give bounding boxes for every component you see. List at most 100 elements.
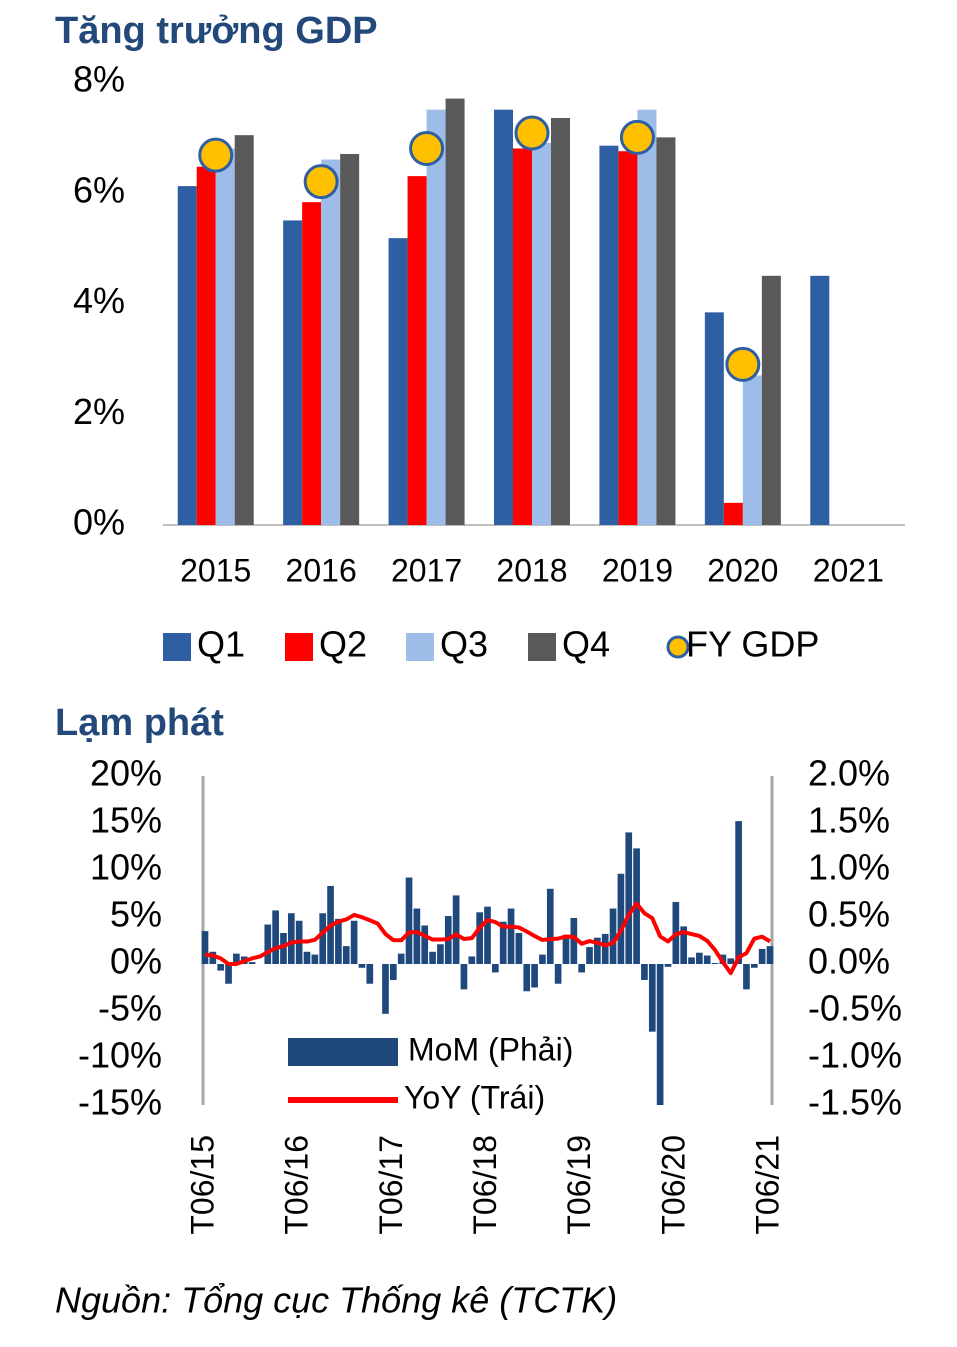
bar [532,142,551,525]
bar [648,964,656,1032]
bar [656,964,664,1105]
bar [696,952,703,964]
bar [578,964,586,973]
bar [562,934,570,964]
bar [492,964,499,973]
line [204,901,772,976]
x-tick-label: 2021 [813,552,884,588]
bar [272,910,279,964]
bar [429,951,436,964]
legend-label: Q4 [562,624,610,665]
bar [234,135,254,525]
y2-tick-label: 1.5% [808,800,890,841]
x-tick-label: 2017 [391,552,462,588]
x-tick-label: 2020 [707,552,778,588]
bar [594,937,601,964]
y-tick-label: 15% [90,800,162,841]
bar [599,145,619,525]
y-tick-label: 0% [73,502,125,543]
bar [389,964,397,980]
bar [426,109,446,525]
bar [421,925,429,964]
y-tick-label: 8% [73,59,125,100]
legend-label: YoY (Trái) [404,1079,545,1115]
bar [656,137,676,525]
x-tick-label: 2015 [180,552,251,588]
chart-title: Tăng trưởng GDP [55,10,378,52]
x-tick-label: T06/19 [561,1135,597,1235]
bar [397,953,405,964]
bar [405,877,413,964]
bar [625,832,633,964]
y-tick-label: 5% [110,894,162,935]
y-tick-label: 10% [90,847,162,888]
bar [201,931,209,964]
x-tick-label: T06/17 [373,1135,409,1235]
bar [302,202,322,525]
bar [319,913,327,964]
bar [468,956,476,964]
bar [546,888,554,964]
bar [499,921,507,964]
bar [350,920,358,964]
bar [248,962,256,964]
bar [388,238,408,525]
bar [494,109,513,525]
y2-tick-label: 0.5% [808,894,890,935]
bar [507,908,515,964]
legend-label: MoM (Phải) [408,1031,573,1067]
marker [409,130,445,166]
bar [484,906,491,964]
legend-swatch [406,633,434,661]
y2-tick-label: 0.0% [808,941,890,982]
bar [283,220,303,525]
legend-swatch [285,633,313,661]
bar [703,955,711,964]
bar [280,932,287,964]
bar [761,275,781,525]
bar [617,873,625,964]
bar [554,964,562,984]
bar [539,954,546,964]
bar [743,964,750,990]
x-tick-label: T06/20 [655,1135,691,1235]
y2-tick-label: -0.5% [808,988,902,1029]
y-tick-label: -15% [78,1082,162,1123]
marker [619,119,655,155]
bar [407,176,427,525]
x-tick-label: 2019 [602,552,673,588]
bar [766,946,774,964]
bar [321,159,341,525]
bar [217,964,225,971]
bar [287,913,295,964]
bar [704,312,724,525]
bar [196,166,216,525]
chart-title: Lạm phát [55,702,224,744]
legend-swatch [666,635,690,659]
x-tick-label: T06/15 [184,1135,220,1235]
bar [335,918,342,964]
x-tick-label: 2018 [496,552,567,588]
bar [810,275,830,525]
bar [358,964,366,968]
bar [758,948,766,964]
bar [664,964,672,967]
bar [340,153,360,526]
bar [413,908,421,964]
bar [342,946,350,964]
legend-label: Q1 [197,624,245,665]
marker [514,115,550,151]
marker [303,164,339,200]
bar [601,933,609,964]
bar [225,964,232,984]
bar [177,186,197,526]
bar [727,958,735,964]
bar [513,148,532,525]
bar [311,954,319,964]
bar [680,926,688,964]
legend-label: Q2 [319,624,367,665]
bar [264,924,272,964]
bar [460,964,468,990]
y-tick-label: -5% [98,988,162,1029]
